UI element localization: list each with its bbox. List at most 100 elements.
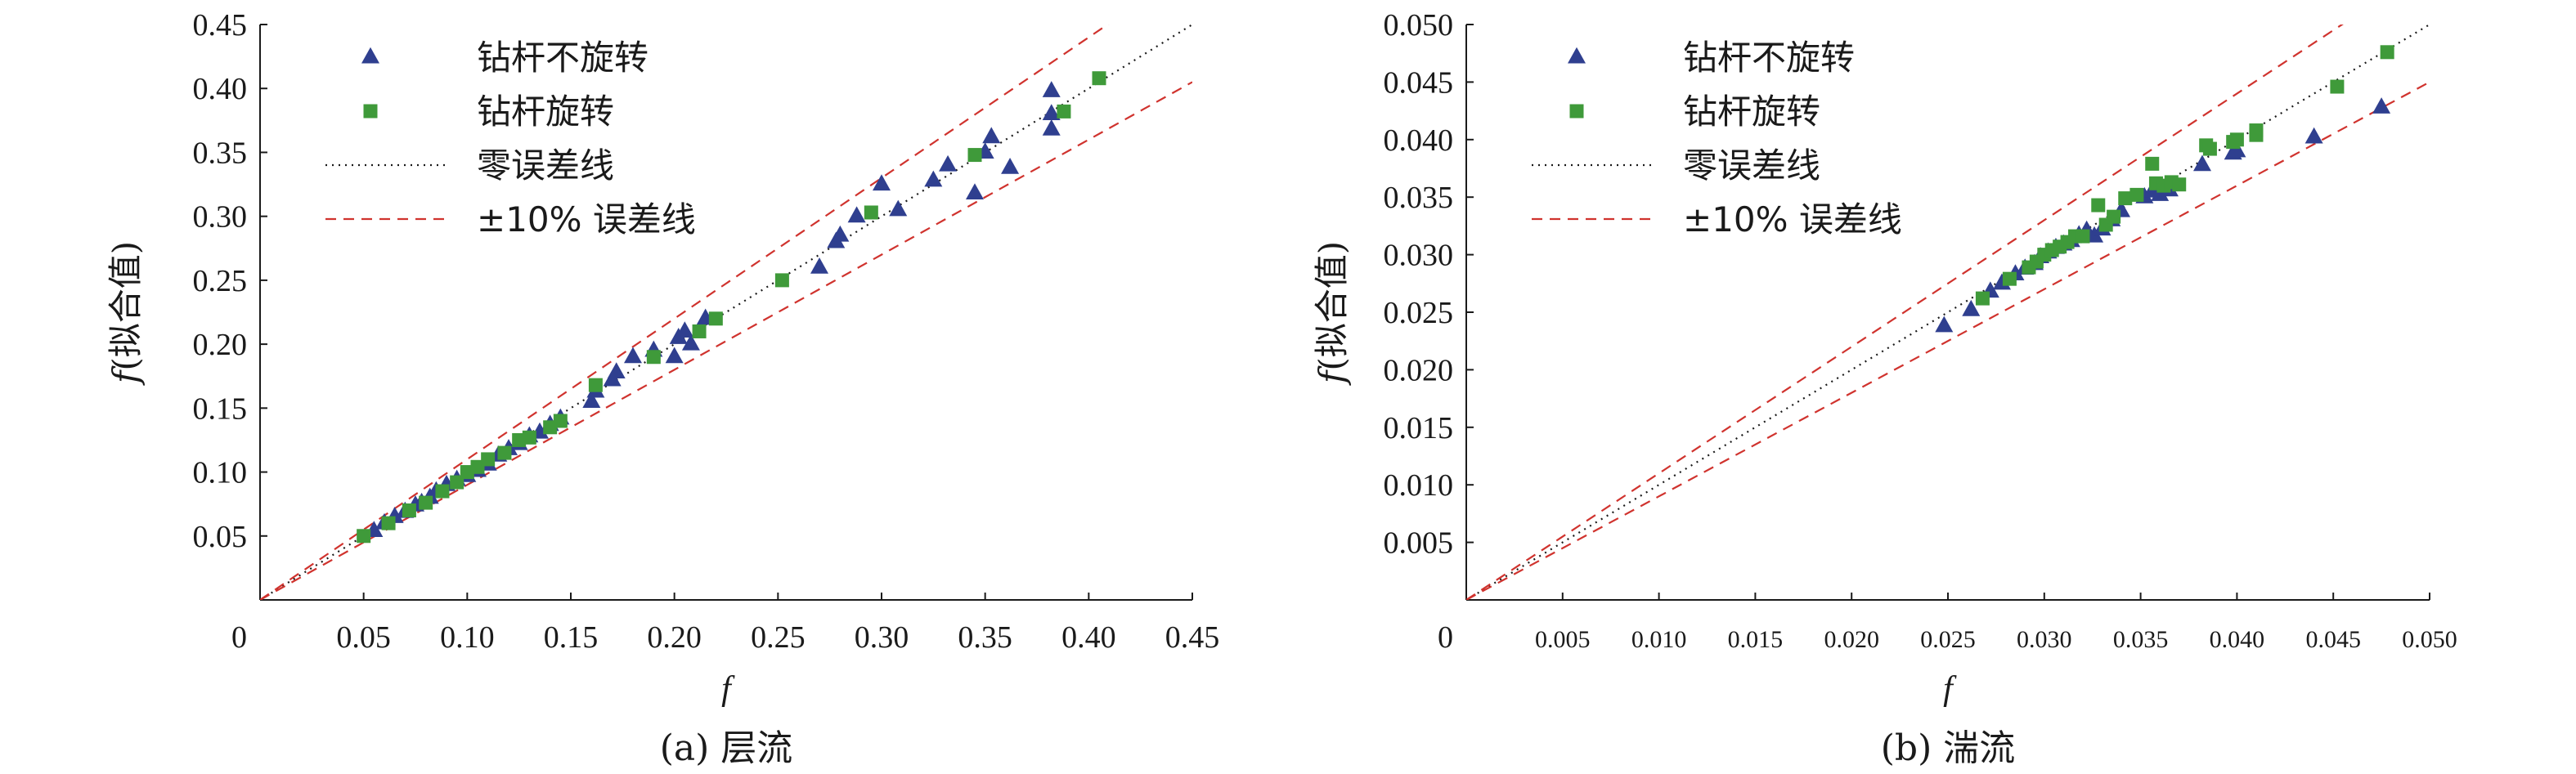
x-tick-label: 0.010 xyxy=(1631,626,1687,653)
x-tick-label: 0.25 xyxy=(751,620,806,655)
square-marker xyxy=(357,529,371,544)
triangle-marker xyxy=(831,225,850,242)
square-marker xyxy=(481,452,496,467)
triangle-marker xyxy=(939,154,958,172)
square-marker xyxy=(2145,156,2160,171)
triangle-marker xyxy=(1568,47,1586,64)
plot-area xyxy=(260,25,1192,600)
triangle-marker xyxy=(810,257,828,274)
triangle-marker xyxy=(966,183,984,200)
y-tick-label: 0.020 xyxy=(1384,353,1454,387)
y-tick-label: 0.035 xyxy=(1384,181,1454,215)
y-tick-label: 0.35 xyxy=(193,136,248,170)
y-tick-label: 0.25 xyxy=(193,264,248,298)
square-marker xyxy=(588,378,603,392)
square-marker xyxy=(363,104,378,119)
x-tick-label: 0.020 xyxy=(1824,626,1879,653)
square-marker xyxy=(419,495,433,510)
x-tick-label: 0.050 xyxy=(2402,626,2457,653)
laminar-chart: 0.05 0.10 0.15 0.20 0.25 0.30 0.35 0.40 0.45 0.05… xyxy=(105,8,1220,769)
square-marker xyxy=(2118,191,2133,206)
square-marker xyxy=(708,311,723,326)
legend-label: 钻杆不旋转 xyxy=(477,38,648,78)
y-tick-label: 0.20 xyxy=(193,328,248,362)
y-tick-label: 0.025 xyxy=(1384,296,1454,330)
square-marker xyxy=(2249,128,2264,142)
square-marker xyxy=(2091,198,2106,213)
y-tick-label: 0.15 xyxy=(193,391,248,426)
x-tick-label: 0.035 xyxy=(2113,626,2169,653)
y-tick-label: 0.30 xyxy=(193,200,248,235)
square-marker xyxy=(967,148,982,163)
y-tick-label: 0.005 xyxy=(1384,526,1454,561)
triangle-marker xyxy=(582,391,601,409)
triangle-marker xyxy=(681,333,700,351)
y-tick-label: 0.45 xyxy=(193,8,248,43)
triangle-marker xyxy=(1001,157,1020,174)
square-marker xyxy=(435,484,450,499)
square-marker xyxy=(2172,177,2187,192)
x-tick-label: 0.20 xyxy=(647,620,702,655)
x-tick-label: 0.05 xyxy=(336,620,391,655)
square-marker xyxy=(2076,229,2090,244)
chart-panel-turbulent: 0.005 0.010 0.015 0.020 0.025 0.030 0.035 0.040… xyxy=(1288,0,2576,774)
square-marker xyxy=(2129,187,2144,202)
y-tick-label: 0.015 xyxy=(1384,411,1454,445)
y-tick-label: 0.045 xyxy=(1384,65,1454,100)
x-axis-label: f xyxy=(1943,670,1957,708)
triangle-marker xyxy=(982,127,1001,144)
x-tick-label: 0.30 xyxy=(855,620,909,655)
x-tick-label: 0.015 xyxy=(1728,626,1784,653)
square-marker xyxy=(692,324,707,338)
triangle-marker xyxy=(624,347,642,364)
triangle-marker xyxy=(1042,81,1061,97)
y-tick-label: 0.40 xyxy=(193,72,248,106)
x-tick-label: 0.35 xyxy=(958,620,1012,655)
triangle-marker xyxy=(2372,97,2391,114)
square-marker xyxy=(2330,79,2345,94)
x-tick-label: 0.10 xyxy=(440,620,495,655)
origin-label: 0 xyxy=(231,620,247,655)
lower-error-line xyxy=(260,81,1192,600)
turbulent-chart: 0.005 0.010 0.015 0.020 0.025 0.030 0.035 0.040… xyxy=(1312,8,2457,769)
square-marker xyxy=(2229,132,2244,147)
y-tick-label: 0.050 xyxy=(1384,8,1454,43)
x-tick-label: 0.15 xyxy=(544,620,599,655)
triangle-marker xyxy=(924,170,943,187)
triangle-marker xyxy=(361,47,379,64)
legend-label: 零误差线 xyxy=(477,145,614,186)
triangle-marker xyxy=(2228,141,2246,158)
square-marker xyxy=(1975,291,1990,306)
triangle-marker xyxy=(2192,154,2211,172)
square-marker xyxy=(774,273,789,288)
plot-area xyxy=(1466,25,2430,600)
triangle-marker xyxy=(873,174,891,191)
origin-label: 0 xyxy=(1438,620,1453,655)
y-axis-label: f(拟合值) xyxy=(105,241,146,386)
x-tick-label: 0.030 xyxy=(2017,626,2072,653)
triangle-marker xyxy=(1935,315,1954,333)
y-axis-label-text: (拟合值) xyxy=(105,241,146,371)
triangle-marker xyxy=(1042,104,1061,121)
triangle-marker xyxy=(2151,185,2170,201)
triangle-marker xyxy=(607,362,626,379)
square-marker xyxy=(1092,71,1106,86)
y-tick-label: 0.05 xyxy=(193,520,248,554)
y-axis-label: f(拟合值) xyxy=(1312,241,1352,386)
upper-error-line xyxy=(260,25,1110,600)
upper-error-line xyxy=(1466,25,2344,600)
legend-label: 钻杆旋转 xyxy=(1683,92,1820,132)
y-tick-label: 0.040 xyxy=(1384,123,1454,158)
legend-label: 钻杆旋转 xyxy=(477,92,614,132)
legend-label: ±10% 误差线 xyxy=(477,199,696,239)
triangle-marker xyxy=(2304,127,2323,144)
legend-label: 钻杆不旋转 xyxy=(1683,38,1855,78)
square-marker xyxy=(522,430,536,445)
square-marker xyxy=(1057,104,1071,119)
panel-caption: (b) 湍流 xyxy=(1881,727,2015,769)
x-tick-label: 0.45 xyxy=(1165,620,1220,655)
x-tick-label: 0.045 xyxy=(2305,626,2361,653)
panel-caption: (a) 层流 xyxy=(660,727,793,769)
chart-panel-laminar: 0.05 0.10 0.15 0.20 0.25 0.30 0.35 0.40 0.45 0.05… xyxy=(105,8,1220,769)
y-tick-label: 0.10 xyxy=(193,456,248,490)
